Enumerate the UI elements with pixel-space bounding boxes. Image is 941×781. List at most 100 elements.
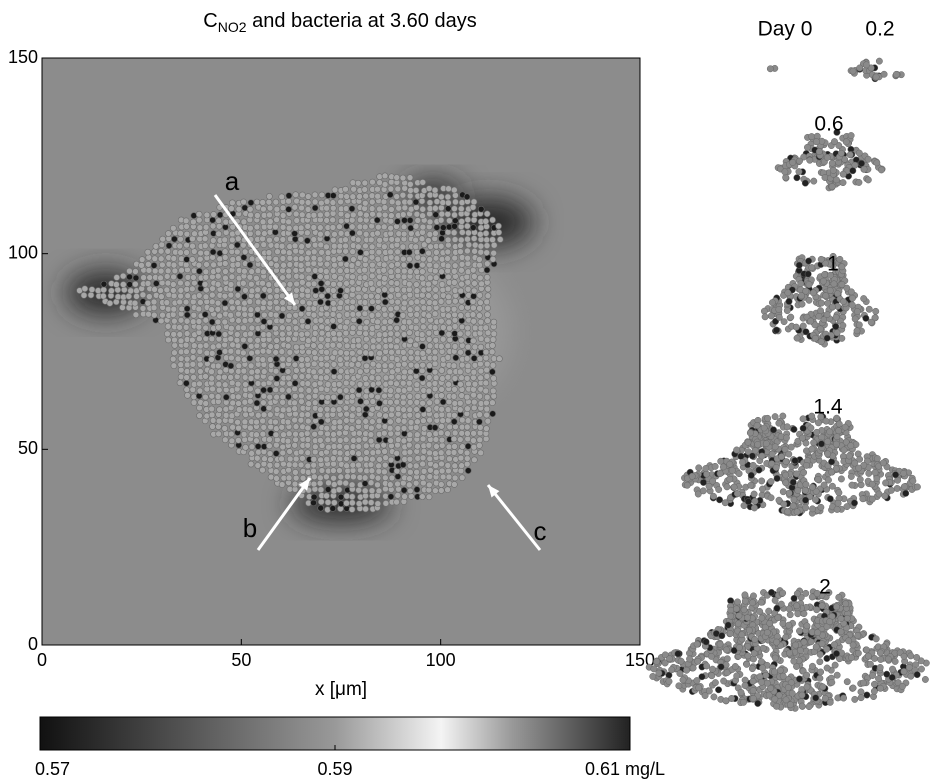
bacterium [177,380,183,386]
bacterium [457,331,463,337]
bacterium [260,219,266,225]
bacterium [406,482,412,488]
bacterium [382,356,388,362]
bacterium [465,217,471,223]
bacterium [292,305,298,311]
bacterium [362,299,368,305]
snapshot-cell [731,484,737,490]
snapshot-cell [807,157,813,163]
bacterium [471,293,477,299]
bacterium [395,442,401,448]
bacterium [458,312,464,318]
snapshot-cell [819,603,825,609]
bacterium [407,456,413,462]
snapshot-cell [848,132,854,138]
bacterium [426,281,432,287]
bacterium [388,254,394,260]
bacterium [215,267,221,273]
bacterium [319,394,325,400]
snapshot-cell [823,646,829,652]
snapshot-cell [865,156,871,162]
bacterium [388,249,394,255]
bacterium [81,292,87,298]
bacterium [311,500,317,506]
bacterium [216,223,222,229]
bacterium [357,217,363,223]
snapshot-cell [823,293,829,299]
bacterium [196,336,202,342]
bacterium [179,306,185,312]
snapshot-cell [838,629,844,635]
bacterium [261,393,267,399]
bacterium [273,349,279,355]
bacterium [432,325,438,331]
bacterium [471,280,477,286]
snapshot-cell [840,322,846,328]
bacterium [452,212,458,218]
bacterium [446,319,452,325]
snapshot-cell [715,687,721,693]
bacterium [274,206,280,212]
snapshot-cell [739,459,745,465]
bacterium [299,292,305,298]
bacterium [330,217,336,223]
bacterium [406,319,412,325]
bacterium [336,331,342,337]
bacterium [120,281,126,287]
bacterium [247,225,253,231]
bacterium [191,280,197,286]
bacterium [363,193,369,199]
snapshot-cell [827,496,833,502]
snapshot-cell [874,160,880,166]
snapshot-cell [794,335,800,341]
bacterium [305,412,311,418]
bacterium [432,187,438,193]
bacterium [434,199,440,205]
bacterium [338,501,344,507]
bacterium [171,236,177,242]
bacterium [356,462,362,468]
bacterium [305,288,311,294]
snapshot-cell [868,319,874,325]
bacterium [331,475,337,481]
bacterium [164,287,170,293]
snapshot-cell [739,632,745,638]
bacterium [243,412,249,418]
bacterium [305,381,311,387]
snapshot-cell [829,183,835,189]
bacterium [170,312,176,318]
bacterium [171,274,177,280]
bacterium [478,319,484,325]
bacterium [222,348,228,354]
bacterium [132,300,138,306]
bacterium [228,348,234,354]
bacterium [165,306,171,312]
snapshot-cell [850,685,856,691]
bacterium [178,293,184,299]
snapshot-cell [876,58,882,64]
snapshot-cell [712,679,718,685]
bacterium [267,300,273,306]
bacterium [375,312,381,318]
bacterium [120,294,126,300]
bacterium [344,194,350,200]
bacterium [356,294,362,300]
bacterium [331,281,337,287]
bacterium [255,463,261,469]
bacterium [318,200,324,206]
bacterium [280,275,286,281]
bacterium [235,286,241,292]
bacterium [434,224,440,230]
snapshot-cell [848,289,854,295]
bacterium [215,281,221,287]
bacterium [349,500,355,506]
bacterium [439,443,445,449]
bacterium [299,344,305,350]
bacterium [375,394,381,400]
snapshot-cell [794,603,800,609]
bacterium [389,287,395,293]
bacterium [382,406,388,412]
bacterium [184,286,190,292]
bacterium [306,275,312,281]
bacterium [344,213,350,219]
